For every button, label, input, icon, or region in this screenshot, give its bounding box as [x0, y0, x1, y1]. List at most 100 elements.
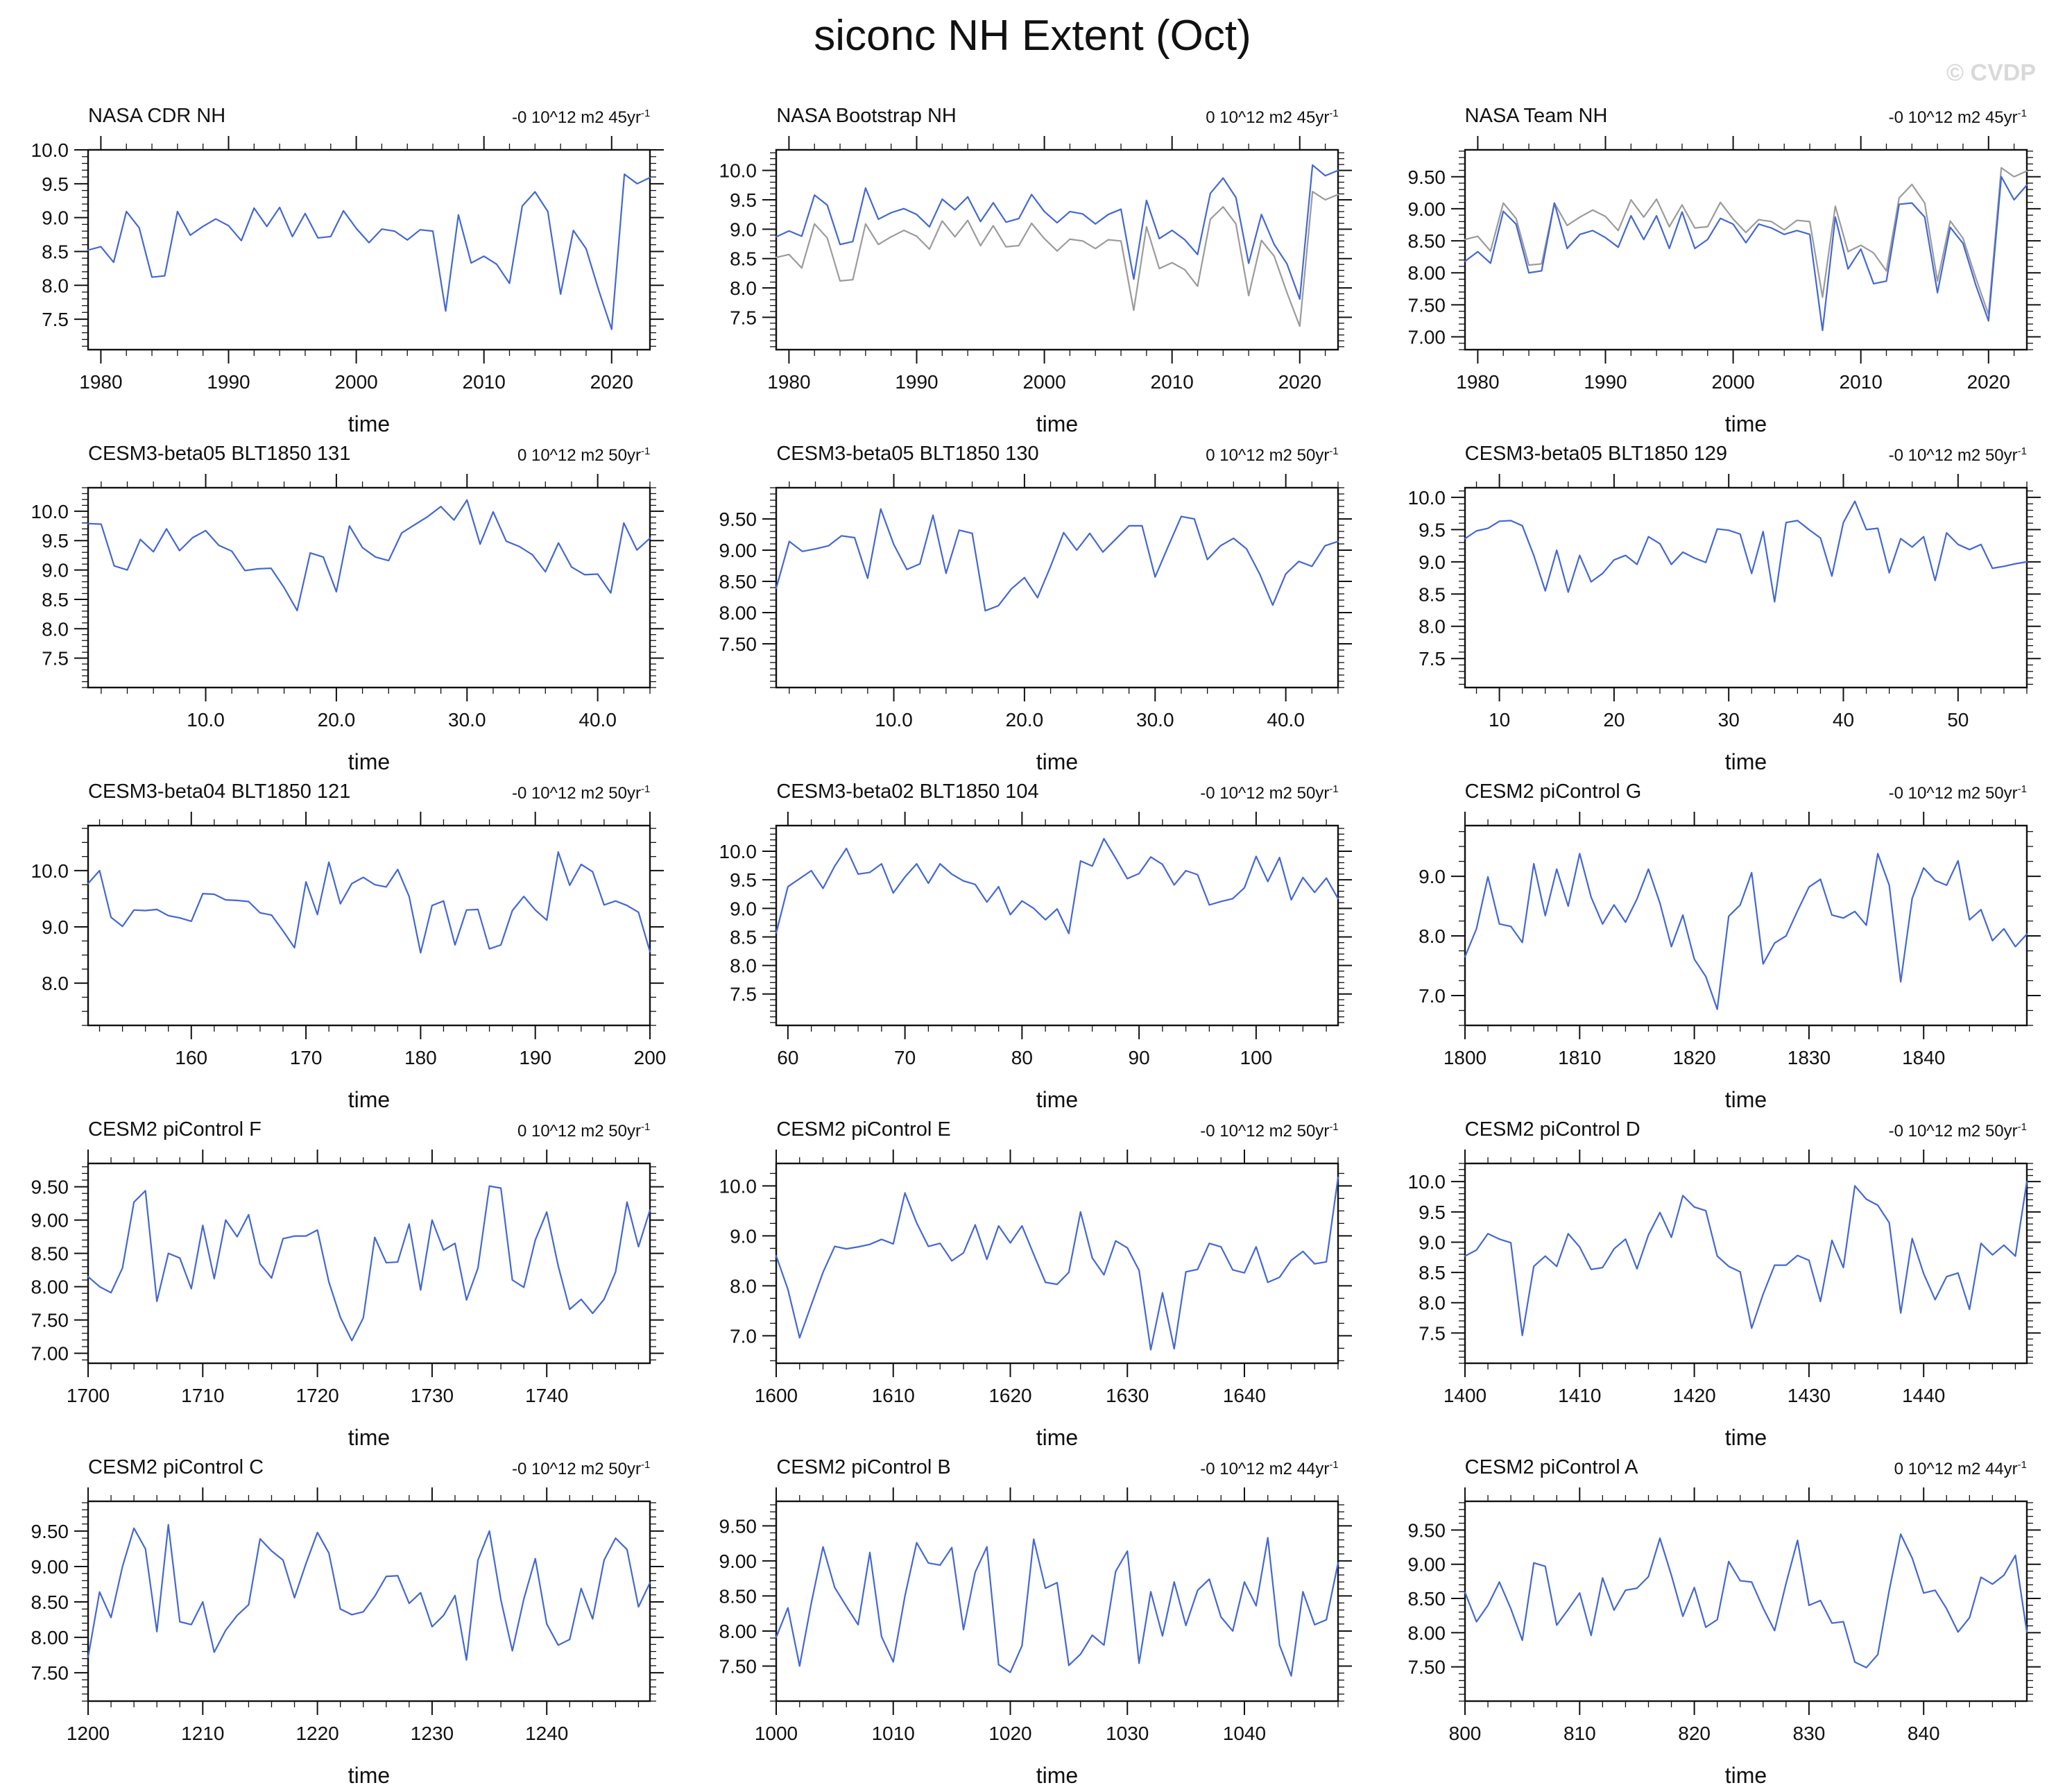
y-tick-label: 8.5: [1419, 1262, 1446, 1283]
chart-header: CESM2 piControl B -0 10^12 m2 44yr-1: [710, 1450, 1362, 1482]
y-tick-label: 7.0: [1419, 985, 1446, 1007]
y-tick-label: 8.50: [1407, 1588, 1446, 1610]
chart-title: CESM3-beta02 BLT1850 104: [776, 780, 1039, 803]
trend-annotation-text: 0 10^12 m2 50yr: [1206, 446, 1330, 465]
chart-title: CESM2 piControl E: [776, 1118, 951, 1141]
y-tick-label: 9.5: [730, 869, 757, 891]
x-tick-label: 1200: [67, 1723, 110, 1744]
trend-annotation-exponent: -1: [640, 445, 651, 457]
x-tick-label: 20: [1603, 709, 1625, 731]
y-tick-label: 9.0: [730, 1225, 757, 1247]
y-tick-label: 7.50: [719, 1655, 757, 1677]
y-tick-label: 9.0: [42, 207, 69, 229]
x-tick-label: 800: [1448, 1723, 1481, 1744]
chart-panel: CESM3-beta02 BLT1850 104 -0 10^12 m2 50y…: [688, 774, 1376, 1112]
x-tick-label: 30.0: [448, 709, 486, 731]
x-axis-title: time: [1036, 1763, 1078, 1787]
series-line-ref: [776, 191, 1339, 327]
x-axis-title: time: [1724, 749, 1766, 774]
y-tick-label: 10.0: [1407, 487, 1446, 509]
series-line-obs: [87, 173, 651, 330]
x-tick-label: 1730: [411, 1385, 454, 1406]
y-tick-label: 8.0: [42, 618, 69, 640]
plot-frame: [1464, 486, 2028, 689]
x-tick-label: 1810: [1558, 1047, 1601, 1068]
x-tick-label: 1990: [207, 371, 250, 393]
trend-annotation: -0 10^12 m2 50yr-1: [1889, 783, 2027, 803]
y-tick-label: 8.00: [719, 602, 757, 624]
y-tick-label: 8.50: [719, 571, 757, 592]
chart-header: NASA CDR NH -0 10^12 m2 45yr-1: [22, 99, 674, 130]
x-tick-label: 810: [1563, 1723, 1596, 1744]
plot-frame: [1464, 824, 2028, 1027]
series-line-model: [1464, 853, 2028, 1010]
trend-annotation-text: 0 10^12 m2 50yr: [517, 1122, 641, 1141]
chart-panel: CESM3-beta04 BLT1850 121 -0 10^12 m2 50y…: [0, 774, 688, 1112]
y-tick-label: 7.50: [1407, 1657, 1446, 1678]
y-tick-label: 8.00: [31, 1627, 69, 1648]
x-tick-label: 1980: [79, 371, 122, 393]
x-tick-label: 1020: [989, 1723, 1032, 1744]
y-tick-label: 9.5: [1419, 519, 1446, 540]
y-tick-label: 8.00: [31, 1277, 69, 1298]
series-line-model: [776, 1537, 1339, 1677]
x-tick-label: 2020: [1278, 371, 1321, 393]
x-axis-title: time: [1724, 1087, 1766, 1111]
trend-annotation-exponent: -1: [640, 783, 651, 795]
y-tick-label: 8.00: [1407, 262, 1446, 284]
trend-annotation: -0 10^12 m2 50yr-1: [1889, 445, 2027, 466]
chart-title: CESM2 piControl B: [776, 1456, 951, 1478]
y-tick-label: 8.50: [1407, 230, 1446, 252]
x-axis-title: time: [348, 1425, 390, 1449]
x-axis-title: time: [1036, 411, 1078, 436]
chart-panel: CESM3-beta05 BLT1850 130 0 10^12 m2 50yr…: [688, 436, 1376, 774]
x-tick-label: 1240: [525, 1723, 568, 1744]
chart-panel: NASA CDR NH -0 10^12 m2 45yr-1 1980 1990 2…: [0, 99, 688, 436]
trend-annotation-text: 0 10^12 m2 45yr: [1206, 108, 1330, 127]
y-tick-label: 9.00: [31, 1556, 69, 1578]
x-tick-label: 10: [1489, 709, 1510, 731]
x-axis-title: time: [1724, 1763, 1766, 1787]
trend-annotation: -0 10^12 m2 50yr-1: [1200, 1121, 1338, 1141]
line-chart: 1980 1990 2000 2010 2020 7.5 8.0 8.5 9.0 9.5 10.0 t…: [31, 136, 664, 436]
y-tick-label: 7.5: [730, 307, 757, 328]
line-chart: 1980 1990 2000 2010 2020 7.00 7.50 8.00 8.50 9.00…: [1407, 136, 2041, 436]
line-chart: 1700 1710 1720 1730 1740 7.00 7.50 8.00 8.50 9.00…: [31, 1150, 664, 1449]
x-tick-label: 80: [1011, 1047, 1033, 1068]
plot-frame: [87, 486, 651, 689]
chart-header: NASA Team NH -0 10^12 m2 45yr-1: [1399, 99, 2051, 130]
chart-header: CESM2 piControl E -0 10^12 m2 50yr-1: [710, 1112, 1362, 1144]
trend-annotation-exponent: -1: [1329, 108, 1339, 119]
chart-header: CESM2 piControl G -0 10^12 m2 50yr-1: [1399, 774, 2051, 806]
x-tick-label: 1990: [896, 371, 939, 393]
y-tick-label: 8.0: [42, 275, 69, 296]
line-chart: 160 170 180 190 200 8.0 9.0 10.0 time: [31, 812, 666, 1111]
x-tick-label: 50: [1947, 709, 1969, 731]
x-tick-label: 40.0: [579, 709, 617, 731]
chart-title: CESM3-beta05 BLT1850 129: [1464, 443, 1727, 465]
trend-annotation: -0 10^12 m2 44yr-1: [1200, 1459, 1338, 1479]
line-chart: 1980 1990 2000 2010 2020 7.5 8.0 8.5 9.0 9.5 10.0 t…: [719, 136, 1353, 436]
x-tick-label: 20.0: [1006, 709, 1044, 731]
y-tick-label: 8.5: [42, 589, 69, 611]
y-tick-label: 9.50: [719, 509, 757, 530]
y-tick-label: 8.0: [1419, 616, 1446, 638]
trend-annotation-exponent: -1: [640, 108, 651, 119]
y-tick-label: 8.5: [42, 241, 69, 262]
series-line-model: [1464, 1181, 2028, 1336]
line-chart: 1200 1210 1220 1230 1240 7.50 8.00 8.50 9.00 9.50…: [31, 1487, 664, 1787]
trend-annotation: -0 10^12 m2 45yr-1: [512, 108, 650, 128]
x-axis-title: time: [1724, 1425, 1766, 1449]
trend-annotation-text: -0 10^12 m2 45yr: [511, 108, 641, 127]
x-tick-label: 180: [404, 1047, 437, 1068]
y-tick-label: 7.5: [42, 648, 69, 669]
x-tick-label: 2010: [463, 371, 506, 393]
y-tick-label: 9.0: [42, 916, 69, 938]
x-tick-label: 840: [1908, 1723, 1940, 1744]
y-tick-label: 10.0: [719, 160, 757, 182]
plot-frame: [87, 1500, 651, 1703]
x-tick-label: 2000: [1023, 371, 1066, 393]
series-line-ref: [1464, 167, 2028, 316]
y-tick-label: 7.50: [719, 633, 757, 655]
